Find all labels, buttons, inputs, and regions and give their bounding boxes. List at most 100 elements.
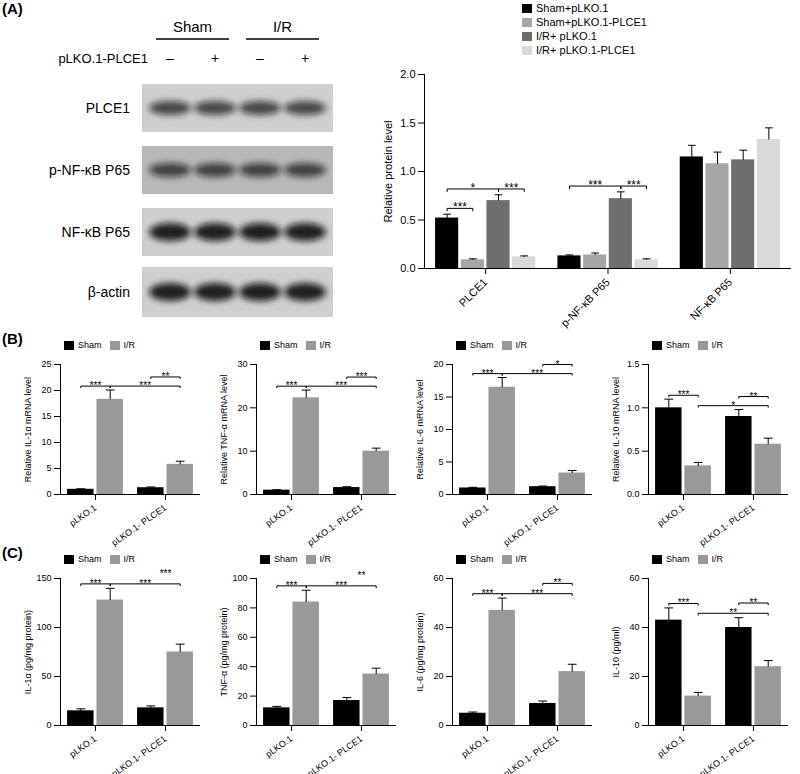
svg-text:0: 0 bbox=[242, 489, 247, 499]
svg-text:pLKO.1-PLCE1: pLKO.1-PLCE1 bbox=[58, 51, 148, 66]
svg-text:NF-κB P65: NF-κB P65 bbox=[62, 224, 131, 240]
svg-text:20: 20 bbox=[41, 385, 51, 395]
svg-text:0: 0 bbox=[438, 489, 443, 499]
svg-text:0: 0 bbox=[46, 489, 51, 499]
svg-text:10: 10 bbox=[41, 437, 51, 447]
svg-text:40: 40 bbox=[237, 662, 247, 672]
svg-text:***: *** bbox=[286, 580, 298, 591]
svg-text:5: 5 bbox=[46, 463, 51, 473]
svg-text:Relative IL-6 mRNA level: Relative IL-6 mRNA level bbox=[415, 379, 425, 479]
svg-text:***: *** bbox=[335, 380, 347, 391]
svg-text:10: 10 bbox=[433, 424, 443, 434]
svg-text:*: * bbox=[556, 359, 560, 370]
svg-text:***: *** bbox=[588, 178, 602, 192]
svg-text:**: ** bbox=[750, 597, 758, 608]
svg-text:pLKO.1: pLKO.1 bbox=[460, 503, 491, 529]
svg-text:80: 80 bbox=[237, 603, 247, 613]
svg-text:25: 25 bbox=[41, 359, 51, 369]
svg-text:0: 0 bbox=[634, 720, 639, 730]
svg-text:Relative IL-10 mRNA level: Relative IL-10 mRNA level bbox=[611, 377, 621, 482]
svg-text:PLCE1: PLCE1 bbox=[86, 100, 131, 116]
svg-text:1.0: 1.0 bbox=[627, 403, 640, 413]
svg-text:0: 0 bbox=[46, 720, 51, 730]
svg-text:***: *** bbox=[482, 368, 494, 379]
svg-text:***: *** bbox=[160, 568, 172, 579]
svg-text:Relative TNF-α mRNA level: Relative TNF-α mRNA level bbox=[219, 374, 229, 484]
svg-text:60: 60 bbox=[237, 632, 247, 642]
svg-text:0.0: 0.0 bbox=[627, 489, 640, 499]
svg-text:pLKO.1: pLKO.1 bbox=[68, 734, 99, 760]
svg-text:p-NF-κB P65: p-NF-κB P65 bbox=[49, 162, 130, 178]
svg-text:20: 20 bbox=[237, 691, 247, 701]
svg-text:β-actin: β-actin bbox=[88, 284, 130, 300]
svg-text:20: 20 bbox=[237, 403, 247, 413]
svg-text:40: 40 bbox=[433, 622, 443, 632]
svg-text:2.0: 2.0 bbox=[400, 68, 415, 80]
svg-text:0.5: 0.5 bbox=[627, 446, 640, 456]
svg-text:50: 50 bbox=[41, 671, 51, 681]
svg-text:***: *** bbox=[678, 389, 690, 400]
svg-text:pLKO.1- PLCE1: pLKO.1- PLCE1 bbox=[502, 734, 561, 774]
svg-text:1.5: 1.5 bbox=[627, 359, 640, 369]
svg-text:20: 20 bbox=[433, 359, 443, 369]
svg-text:***: *** bbox=[627, 178, 641, 192]
svg-text:p-NF-κB P65: p-NF-κB P65 bbox=[558, 276, 611, 329]
svg-text:***: *** bbox=[286, 380, 298, 391]
svg-text:***: *** bbox=[335, 580, 347, 591]
svg-text:pLKO.1- PLCE1: pLKO.1- PLCE1 bbox=[698, 503, 757, 548]
svg-text:150: 150 bbox=[36, 573, 51, 583]
svg-text:pLKO.1- PLCE1: pLKO.1- PLCE1 bbox=[698, 734, 757, 774]
svg-text:pLKO.1: pLKO.1 bbox=[264, 734, 295, 760]
svg-text:pLKO.1: pLKO.1 bbox=[264, 503, 295, 529]
svg-text:60: 60 bbox=[433, 573, 443, 583]
svg-text:***: *** bbox=[482, 588, 494, 599]
svg-text:IL-10 (pg/ml): IL-10 (pg/ml) bbox=[611, 626, 621, 677]
svg-text:***: *** bbox=[678, 597, 690, 608]
svg-text:**: ** bbox=[729, 607, 737, 618]
svg-text:100: 100 bbox=[232, 573, 247, 583]
svg-text:***: *** bbox=[504, 181, 518, 195]
svg-text:pLKO.1- PLCE1: pLKO.1- PLCE1 bbox=[306, 734, 365, 774]
svg-text:pLKO.1: pLKO.1 bbox=[460, 734, 491, 760]
svg-text:***: *** bbox=[90, 578, 102, 589]
svg-text:***: *** bbox=[531, 588, 543, 599]
svg-text:pLKO.1: pLKO.1 bbox=[68, 503, 99, 529]
svg-text:–: – bbox=[256, 50, 264, 66]
svg-text:***: *** bbox=[139, 380, 151, 391]
svg-text:20: 20 bbox=[629, 671, 639, 681]
svg-text:pLKO.1: pLKO.1 bbox=[656, 503, 687, 529]
svg-text:IL-1α (pg/mg protein): IL-1α (pg/mg protein) bbox=[23, 610, 33, 694]
svg-text:Sham: Sham bbox=[173, 18, 212, 35]
svg-text:0.0: 0.0 bbox=[400, 262, 415, 274]
svg-text:+: + bbox=[211, 50, 219, 66]
svg-text:+: + bbox=[301, 50, 309, 66]
svg-text:***: *** bbox=[356, 371, 368, 382]
svg-text:Relative IL-1α mRNA level: Relative IL-1α mRNA level bbox=[23, 377, 33, 482]
svg-text:pLKO.1: pLKO.1 bbox=[656, 734, 687, 760]
svg-text:100: 100 bbox=[36, 622, 51, 632]
svg-text:15: 15 bbox=[433, 392, 443, 402]
svg-text:NF-κB P65: NF-κB P65 bbox=[688, 276, 735, 323]
svg-text:20: 20 bbox=[433, 671, 443, 681]
svg-text:0: 0 bbox=[242, 720, 247, 730]
svg-text:Relative protein level: Relative protein level bbox=[382, 120, 394, 222]
svg-text:40: 40 bbox=[629, 622, 639, 632]
svg-text:IL-6 (pg/mg protein): IL-6 (pg/mg protein) bbox=[415, 612, 425, 691]
svg-text:TNF-α (pg/mg protein): TNF-α (pg/mg protein) bbox=[219, 607, 229, 696]
svg-text:I/R: I/R bbox=[273, 18, 292, 35]
svg-text:**: ** bbox=[358, 570, 366, 581]
svg-text:*: * bbox=[470, 181, 475, 195]
svg-text:0: 0 bbox=[438, 720, 443, 730]
svg-text:**: ** bbox=[162, 371, 170, 382]
svg-text:*: * bbox=[731, 400, 735, 411]
svg-text:pLKO.1- PLCE1: pLKO.1- PLCE1 bbox=[306, 503, 365, 548]
svg-text:pLKO.1- PLCE1: pLKO.1- PLCE1 bbox=[502, 503, 561, 548]
svg-text:1.0: 1.0 bbox=[400, 165, 415, 177]
svg-text:**: ** bbox=[554, 577, 562, 588]
svg-text:***: *** bbox=[139, 578, 151, 589]
svg-text:5: 5 bbox=[438, 457, 443, 467]
svg-text:pLKO.1- PLCE1: pLKO.1- PLCE1 bbox=[110, 503, 169, 548]
svg-text:***: *** bbox=[531, 368, 543, 379]
svg-text:30: 30 bbox=[237, 359, 247, 369]
svg-text:***: *** bbox=[90, 380, 102, 391]
